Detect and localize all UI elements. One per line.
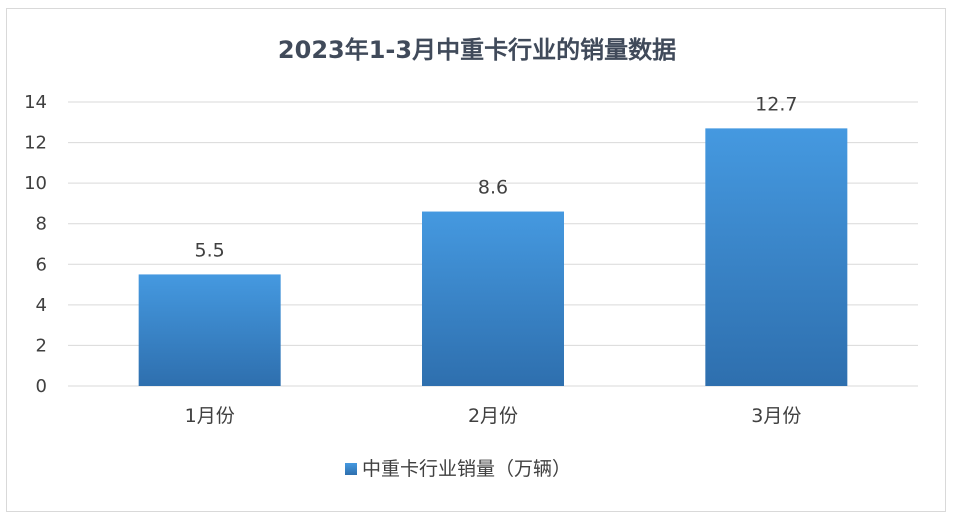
y-tick-label: 4 [36,295,47,316]
y-tick-label: 6 [36,254,47,275]
bar [422,211,564,386]
x-category-label: 2月份 [468,405,518,427]
y-tick-label: 10 [24,173,47,194]
data-labels: 5.5 8.6 12.7 [195,93,798,261]
legend: 中重卡行业销量（万辆） [345,458,571,480]
chart-title: 2023年1-3月中重卡行业的销量数据 [278,36,676,64]
legend-swatch [345,463,357,475]
legend-label: 中重卡行业销量（万辆） [362,458,571,480]
data-label: 12.7 [755,93,797,115]
data-label: 8.6 [478,177,508,199]
data-label: 5.5 [195,239,225,261]
bar [138,274,281,386]
x-axis-categories: 1月份 2月份 3月份 [185,405,802,427]
y-tick-label: 14 [24,92,47,113]
y-tick-label: 8 [36,214,47,235]
bars [138,128,848,386]
y-tick-label: 12 [24,133,47,154]
y-tick-label: 0 [36,376,47,397]
x-category-label: 3月份 [751,405,801,427]
x-category-label: 1月份 [185,405,235,427]
bar [705,128,848,386]
y-axis-ticks: 0 2 4 6 8 10 12 14 [24,92,47,397]
y-tick-label: 2 [36,335,47,356]
